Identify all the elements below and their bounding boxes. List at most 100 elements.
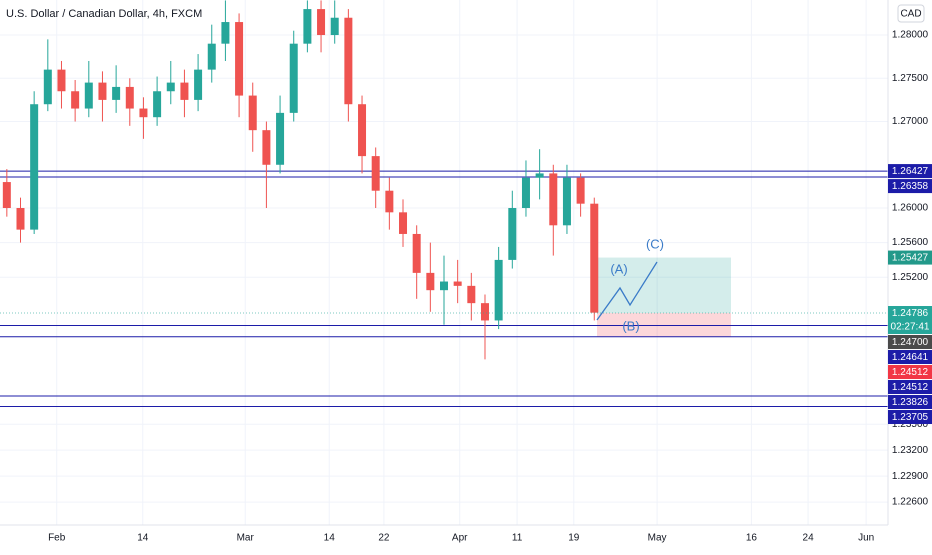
candle-body xyxy=(194,69,203,100)
candle-body xyxy=(385,190,394,213)
x-tick-label: Jun xyxy=(858,533,874,544)
wave-drawing xyxy=(596,261,658,321)
candle-body xyxy=(180,82,189,100)
price-tag-label: 1.24700 xyxy=(892,337,929,348)
price-tag-label: 1.24641 xyxy=(892,352,929,363)
price-tag-label: 1.24786 xyxy=(892,308,929,319)
plot xyxy=(0,0,888,408)
price-tag-label: 1.25427 xyxy=(892,253,929,264)
x-tick-label: 22 xyxy=(378,533,390,544)
price-tag xyxy=(888,395,932,410)
x-tick-label: 11 xyxy=(512,533,523,544)
candle-body xyxy=(508,208,517,260)
axes: 1.28000 1.27500 1.27000 1.26000 1.25600 1.252… xyxy=(48,30,932,544)
candle-body xyxy=(43,69,52,105)
currency: CAD xyxy=(900,9,921,20)
candle-body xyxy=(549,173,558,226)
candle-body xyxy=(480,303,489,321)
candle-body xyxy=(16,208,25,230)
x-tick-label: Feb xyxy=(48,533,66,544)
candle-body xyxy=(139,108,148,118)
candle-body xyxy=(166,82,175,92)
price-tag xyxy=(888,306,932,335)
y-tick-label: 1.25200 xyxy=(892,272,929,283)
y-tick-label: 1.22900 xyxy=(892,471,929,482)
candle-body xyxy=(330,17,339,36)
y-tick-label: 1.27500 xyxy=(892,73,929,84)
wave-label: (A) xyxy=(610,261,627,276)
currency-box[interactable] xyxy=(897,4,925,23)
y-tick-label: 1.23200 xyxy=(892,445,929,456)
x-tick-label: 19 xyxy=(568,533,580,544)
x-tick-label: 14 xyxy=(324,533,336,544)
candle-body xyxy=(57,69,66,92)
wave-label: (C) xyxy=(646,236,664,251)
x-tick-label: Mar xyxy=(237,533,255,544)
wave-label: (B) xyxy=(622,318,639,333)
candle-body xyxy=(84,82,93,109)
candle-body xyxy=(153,91,162,118)
price-tag-label: 1.23826 xyxy=(892,397,929,408)
candle-body xyxy=(303,9,312,44)
price-tag-label: 1.26358 xyxy=(892,181,929,192)
candle-body xyxy=(2,182,11,209)
countdown: 02:27:41 xyxy=(891,322,930,333)
candle-body xyxy=(562,177,571,226)
candle-body xyxy=(590,203,599,313)
candle-body xyxy=(317,9,326,36)
x-tick-label: 14 xyxy=(137,533,149,544)
candle-body xyxy=(453,281,462,286)
x-tick-label: 16 xyxy=(746,533,758,544)
price-tag-label: 1.24512 xyxy=(892,382,929,393)
y-tick-label: 1.26000 xyxy=(892,203,929,214)
price-tag xyxy=(888,365,932,380)
candle-body xyxy=(467,285,476,304)
y-tick-label: 1.22600 xyxy=(892,497,929,508)
candle-body xyxy=(440,281,448,291)
candle-body xyxy=(221,22,230,44)
candle-body xyxy=(125,86,134,109)
price-tag xyxy=(888,250,932,265)
stop-zone xyxy=(597,313,731,337)
candle-body xyxy=(576,177,585,204)
price-tag-label: 1.26427 xyxy=(892,166,929,177)
candle-body xyxy=(276,112,285,165)
x-tick-label: Apr xyxy=(452,533,468,544)
y-tick-label: 1.27000 xyxy=(892,116,929,127)
candle-body xyxy=(535,173,544,178)
candle-body xyxy=(207,43,216,70)
candle-body xyxy=(494,259,503,321)
candle-body xyxy=(235,22,244,96)
price-tag xyxy=(888,335,932,350)
price-tag xyxy=(888,380,932,395)
candle-body xyxy=(371,156,380,191)
candle-body xyxy=(71,91,80,109)
candle-body xyxy=(30,104,39,230)
candle-body xyxy=(248,95,257,131)
candle-body xyxy=(358,104,367,157)
candle-body xyxy=(112,86,121,100)
y-tick-label: 1.28000 xyxy=(892,30,929,41)
price-tag xyxy=(888,410,932,425)
price-tag xyxy=(888,164,932,179)
target-zone xyxy=(597,257,731,314)
candle-body xyxy=(98,82,107,100)
x-tick-label: 24 xyxy=(803,533,815,544)
chart-title: U.S. Dollar / Canadian Dollar, 4h, FXCM xyxy=(6,8,202,20)
x-tick-label: May xyxy=(648,533,667,544)
candle-body xyxy=(399,212,408,234)
price-tag xyxy=(888,179,932,194)
candle-body xyxy=(289,43,298,113)
candle-body xyxy=(426,272,435,291)
candle-body xyxy=(521,177,530,209)
candle-body xyxy=(344,17,353,105)
price-tag xyxy=(888,350,932,365)
candle-body xyxy=(262,130,271,165)
price-tag-label: 1.24512 xyxy=(892,367,929,378)
y-tick-label: 1.25600 xyxy=(892,237,929,248)
y-tick-label: 1.23500 xyxy=(892,419,929,430)
candle-body xyxy=(412,233,421,273)
price-tag-label: 1.23705 xyxy=(892,412,929,423)
